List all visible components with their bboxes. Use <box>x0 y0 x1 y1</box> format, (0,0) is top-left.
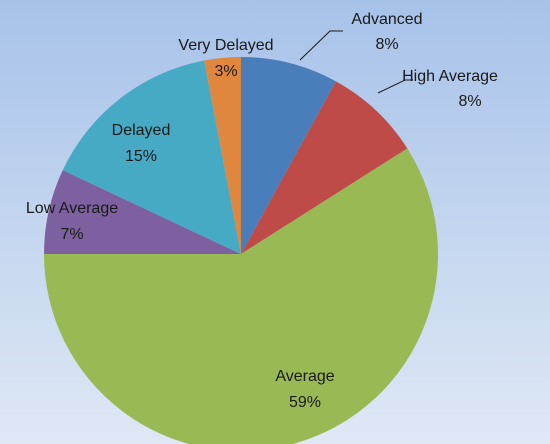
leader-line <box>377 79 413 94</box>
slice-value-label: 8% <box>458 93 481 110</box>
pie-slice <box>62 60 241 254</box>
slice-label: Very Delayed <box>178 37 273 54</box>
slice-value-label: 3% <box>214 63 237 80</box>
slice-label: Advanced <box>351 11 422 28</box>
slice-label: Delayed <box>112 122 171 139</box>
pie-slice <box>204 57 241 254</box>
pie-slice <box>44 148 438 444</box>
pie-slice <box>241 57 336 254</box>
leader-line <box>299 30 343 61</box>
slice-value-label: 8% <box>375 36 398 53</box>
slice-value-label: 7% <box>60 226 83 243</box>
pie-slice <box>44 170 241 254</box>
slice-value-label: 59% <box>289 394 321 411</box>
slice-label: High Average <box>402 68 498 85</box>
pie-slice <box>241 81 408 254</box>
slice-label: Low Average <box>26 200 118 217</box>
slice-value-label: 15% <box>125 148 157 165</box>
slice-label: Average <box>275 368 334 385</box>
